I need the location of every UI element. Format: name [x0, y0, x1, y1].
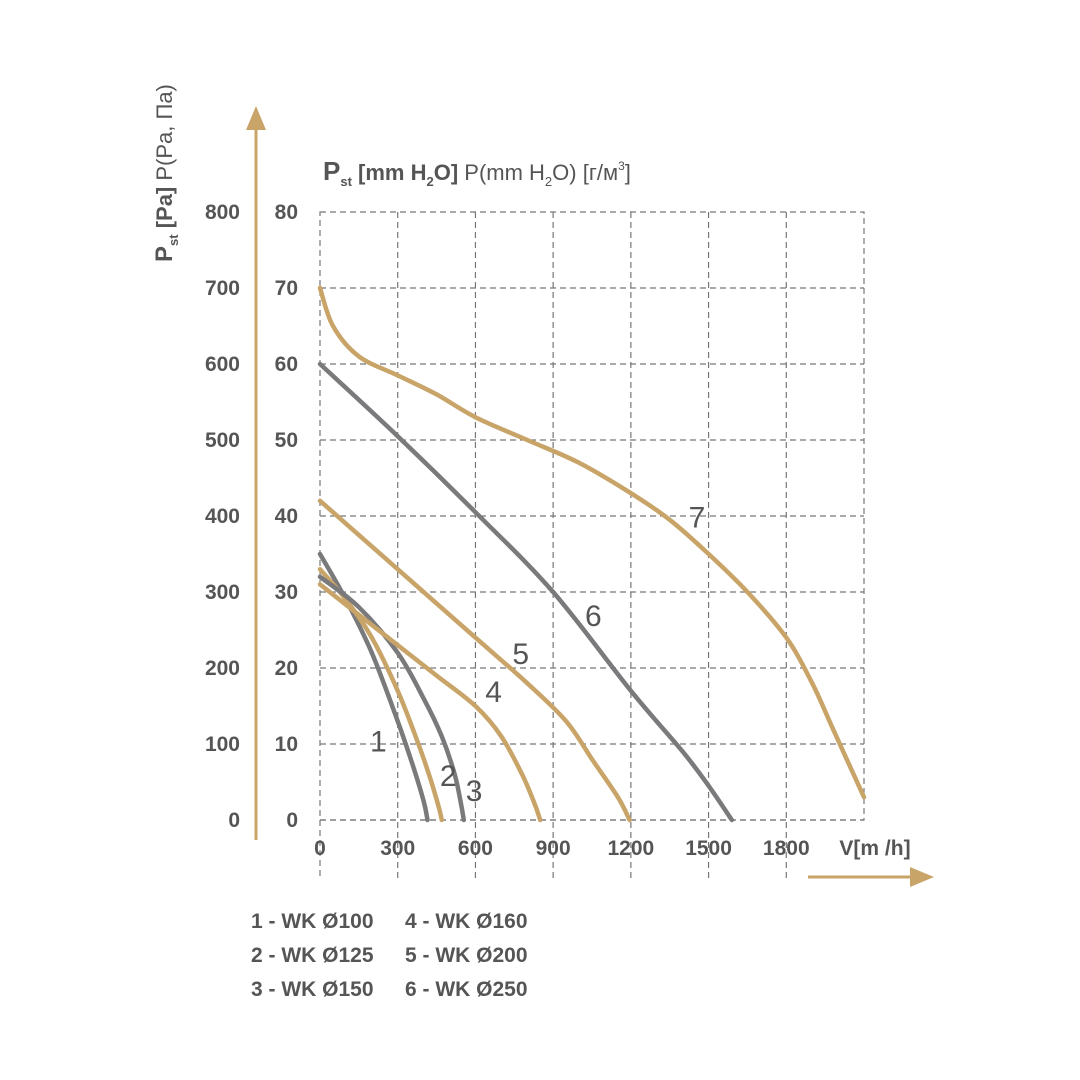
- legend-item-6: 6 - WK Ø250: [405, 978, 528, 1001]
- curve-4: [317, 582, 543, 823]
- curve-5: [317, 498, 632, 823]
- y-tick-label-mm: 30: [275, 581, 298, 604]
- x-tick-label: 1500: [685, 837, 732, 860]
- legend-item-2: 2 - WK Ø125: [251, 944, 374, 967]
- curve-label-2: 2: [440, 760, 457, 793]
- legend-item-4: 4 - WK Ø160: [405, 910, 528, 933]
- legend: 1 - WK Ø100 2 - WK Ø125 3 - WK Ø150 4 - WK …: [251, 910, 528, 1001]
- y-tick-label-mm: 40: [275, 505, 298, 528]
- legend-item-1: 1 - WK Ø100: [251, 910, 374, 933]
- x-tick-label: 1200: [607, 837, 654, 860]
- y-tick-label-pa: 500: [205, 429, 240, 452]
- y-tick-label-pa: 800: [205, 201, 240, 224]
- curve-1: [317, 551, 430, 823]
- curve-6: [317, 361, 735, 823]
- y-tick-label-pa: 700: [205, 277, 240, 300]
- x-axis-arrow-head: [910, 867, 934, 887]
- curve-label-5: 5: [512, 638, 529, 671]
- x-tick-label: 600: [458, 837, 493, 860]
- y-axis-title-pa: Pst [Pa] P(Pa, Па): [151, 84, 181, 262]
- y-tick-label-pa: 600: [205, 353, 240, 376]
- y-tick-label-pa: 0: [228, 809, 240, 832]
- y-tick-label-mm: 80: [275, 201, 298, 224]
- legend-item-5: 5 - WK Ø200: [405, 944, 528, 967]
- grid: [319, 211, 865, 880]
- curve-2: [317, 566, 445, 823]
- x-tick-label: 0: [314, 837, 326, 860]
- y-tick-label-pa: 300: [205, 581, 240, 604]
- x-tick-label: 300: [380, 837, 415, 860]
- y-tick-label-mm: 70: [275, 277, 298, 300]
- legend-item-3: 3 - WK Ø150: [251, 978, 374, 1001]
- curve-7: [317, 285, 867, 800]
- y-axis-title-mm: Pst [mm H2O] P(mm H2O) [г/м3]: [323, 156, 631, 189]
- curve-label-6: 6: [585, 600, 602, 633]
- y-tick-label-mm: 60: [275, 353, 298, 376]
- y-tick-label-mm: 10: [275, 733, 298, 756]
- y-tick-label-pa: 200: [205, 657, 240, 680]
- x-axis-label: V[m /h]: [839, 837, 910, 860]
- y-tick-label-mm: 20: [275, 657, 298, 680]
- curves: [317, 285, 867, 823]
- y-tick-label-pa: 100: [205, 733, 240, 756]
- x-tick-label: 900: [536, 837, 571, 860]
- y-tick-label-pa: 400: [205, 505, 240, 528]
- curve-3: [317, 574, 467, 823]
- curve-label-7: 7: [689, 501, 706, 534]
- curve-label-3: 3: [466, 775, 483, 808]
- y-tick-label-mm: 50: [275, 429, 298, 452]
- y-axis-arrow-head: [246, 106, 266, 130]
- y-tick-label-mm: 0: [286, 809, 298, 832]
- x-tick-label: 1800: [763, 837, 810, 860]
- curve-label-4: 4: [485, 676, 502, 709]
- chart-titles: Pst [mm H2O] P(mm H2O) [г/м3] Pst [Pa] P(…: [151, 84, 631, 262]
- axes: [246, 106, 934, 887]
- curve-label-1: 1: [370, 726, 387, 759]
